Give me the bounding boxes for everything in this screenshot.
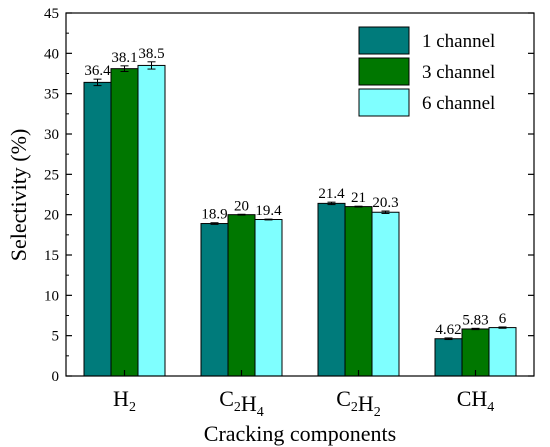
x-axis-title: Cracking components [204, 421, 396, 446]
legend-label: 6 channel [422, 93, 495, 114]
data-label: 21.4 [318, 186, 345, 202]
x-tick-label: C2H2 [336, 386, 381, 420]
legend-swatch [358, 26, 410, 55]
legend-swatch [358, 57, 410, 86]
bar [254, 219, 283, 377]
y-tick-label: 15 [44, 248, 59, 264]
data-label: 20 [234, 198, 249, 214]
data-labels-layer: 36.438.1 38.5 18.9 20 19.4 21.4 21 20.3 4.625.83… [84, 46, 506, 338]
y-tick-label: 45 [44, 6, 59, 22]
data-label: 38.5 [138, 46, 164, 62]
y-tick-label: 35 [44, 87, 59, 103]
x-tick-label: C2H4 [219, 386, 264, 420]
bars-layer [83, 61, 517, 377]
y-tick-label: 0 [52, 369, 60, 385]
bar [344, 206, 373, 377]
bar [200, 223, 229, 377]
bar [371, 211, 400, 377]
bar [137, 64, 166, 377]
y-axis: 0 5 10 15 20 25 30 35 40 45 [44, 6, 534, 385]
bar [488, 327, 517, 377]
y-tick-label: 30 [44, 127, 59, 143]
bar [110, 68, 139, 377]
data-label: 5.83 [462, 312, 488, 328]
bar [83, 81, 112, 377]
y-tick-label: 20 [44, 208, 59, 224]
x-tick-label: CH4 [457, 386, 495, 415]
data-label: 6 [499, 311, 507, 327]
y-tick-label: 10 [44, 288, 59, 304]
bar [227, 214, 256, 377]
data-label: 19.4 [255, 203, 282, 219]
data-label: 38.1 [111, 50, 137, 66]
y-tick-label: 40 [44, 46, 59, 62]
data-label: 36.4 [84, 63, 111, 79]
legend-swatch [358, 88, 410, 117]
y-axis-title: Selectivity (%) [6, 129, 31, 262]
y-tick-label: 5 [52, 329, 60, 345]
bar [317, 202, 346, 377]
x-axis: H2 C2H4 C2H2 CH4 [113, 370, 494, 420]
data-label: 21 [351, 190, 366, 206]
data-label: 18.9 [201, 207, 227, 223]
data-label: 20.3 [372, 195, 398, 211]
legend-label: 3 channel [422, 62, 495, 83]
y-tick-label: 25 [44, 167, 59, 183]
bar [434, 338, 463, 377]
data-label: 4.62 [435, 322, 461, 338]
legend: 1 channel 3 channel 6 channel [358, 26, 495, 117]
bar [461, 328, 490, 377]
legend-label: 1 channel [422, 31, 495, 52]
x-tick-label: H2 [113, 386, 136, 415]
